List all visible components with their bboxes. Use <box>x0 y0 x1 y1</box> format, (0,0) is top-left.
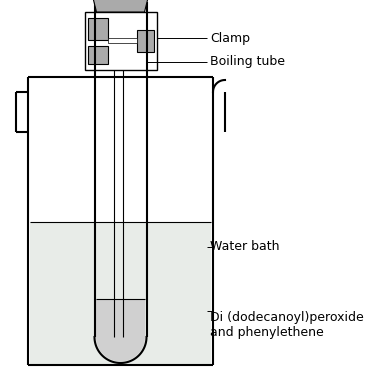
Text: Water bath: Water bath <box>210 241 279 254</box>
Text: Boiling tube: Boiling tube <box>210 55 285 68</box>
Bar <box>30 222 211 365</box>
Bar <box>137 30 154 52</box>
Polygon shape <box>96 299 145 361</box>
Text: Clamp: Clamp <box>210 32 250 45</box>
Bar <box>85 12 156 70</box>
Text: Di (dodecanoyl)peroxide
and phenylethene: Di (dodecanoyl)peroxide and phenylethene <box>210 311 364 339</box>
Bar <box>87 18 107 40</box>
Polygon shape <box>93 0 148 12</box>
Bar <box>87 46 107 64</box>
Bar <box>107 38 137 43</box>
